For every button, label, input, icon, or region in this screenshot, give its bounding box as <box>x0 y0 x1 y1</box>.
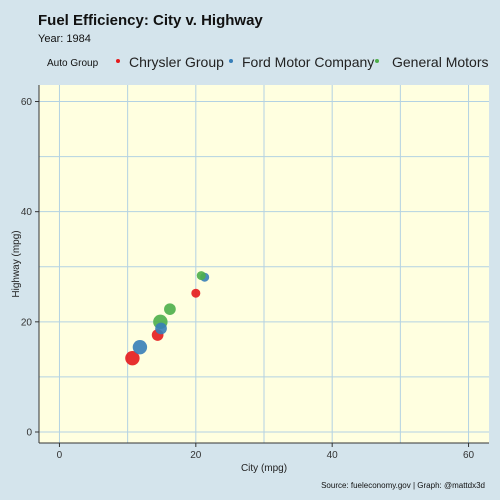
point-ford-motor-company <box>155 322 167 335</box>
x-tick-label: 60 <box>463 450 475 461</box>
grid <box>39 85 489 443</box>
chart-title: Fuel Efficiency: City v. Highway <box>38 12 263 29</box>
legend-key-ford-motor-company <box>229 59 233 63</box>
legend-label-ford-motor-company: Ford Motor Company <box>242 54 374 70</box>
point-ford-motor-company <box>132 339 148 355</box>
y-tick-label: 40 <box>21 207 33 218</box>
y-axis-label: Highway (mpg) <box>11 230 22 297</box>
chart-subtitle: Year: 1984 <box>38 33 91 45</box>
data-points <box>125 271 210 366</box>
axes <box>38 85 489 444</box>
x-axis-label: City (mpg) <box>241 463 287 474</box>
y-tick-label: 20 <box>21 317 33 328</box>
point-chrysler-group <box>191 288 201 298</box>
point-general-motors <box>164 303 176 316</box>
legend-title: Auto Group <box>47 58 99 69</box>
x-tick-label: 0 <box>57 450 63 461</box>
legend-label-chrysler-group: Chrysler Group <box>129 54 224 70</box>
source-caption: Source: fueleconomy.gov | Graph: @mattdx… <box>321 481 485 490</box>
legend-label-general-motors: General Motors <box>392 54 488 70</box>
point-chrysler-group <box>125 350 140 366</box>
x-tick-label: 20 <box>190 450 202 461</box>
legend: Auto Group Chrysler Group Ford Motor Com… <box>47 54 488 70</box>
ticks: 0 20 40 60 0 20 40 60 <box>21 97 475 461</box>
y-tick-label: 60 <box>21 97 33 108</box>
x-tick-label: 40 <box>327 450 339 461</box>
y-tick-label: 0 <box>26 427 32 438</box>
point-general-motors <box>196 271 206 281</box>
legend-key-general-motors <box>375 59 379 63</box>
legend-key-chrysler-group <box>116 59 120 63</box>
